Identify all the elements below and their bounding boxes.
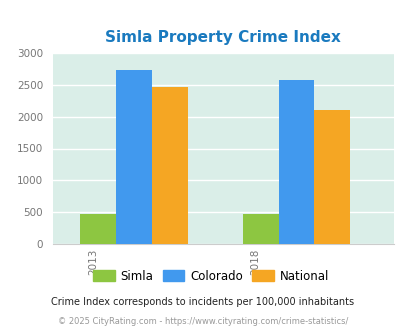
Legend: Simla, Colorado, National: Simla, Colorado, National — [89, 265, 333, 287]
Text: Crime Index corresponds to incidents per 100,000 inhabitants: Crime Index corresponds to incidents per… — [51, 297, 354, 307]
Bar — [278, 80, 313, 244]
Bar — [313, 110, 349, 244]
Bar — [242, 214, 278, 244]
Bar — [80, 214, 116, 244]
Text: © 2025 CityRating.com - https://www.cityrating.com/crime-statistics/: © 2025 CityRating.com - https://www.city… — [58, 317, 347, 326]
Bar — [116, 70, 151, 244]
Title: Simla Property Crime Index: Simla Property Crime Index — [105, 30, 340, 45]
Bar — [151, 87, 187, 244]
